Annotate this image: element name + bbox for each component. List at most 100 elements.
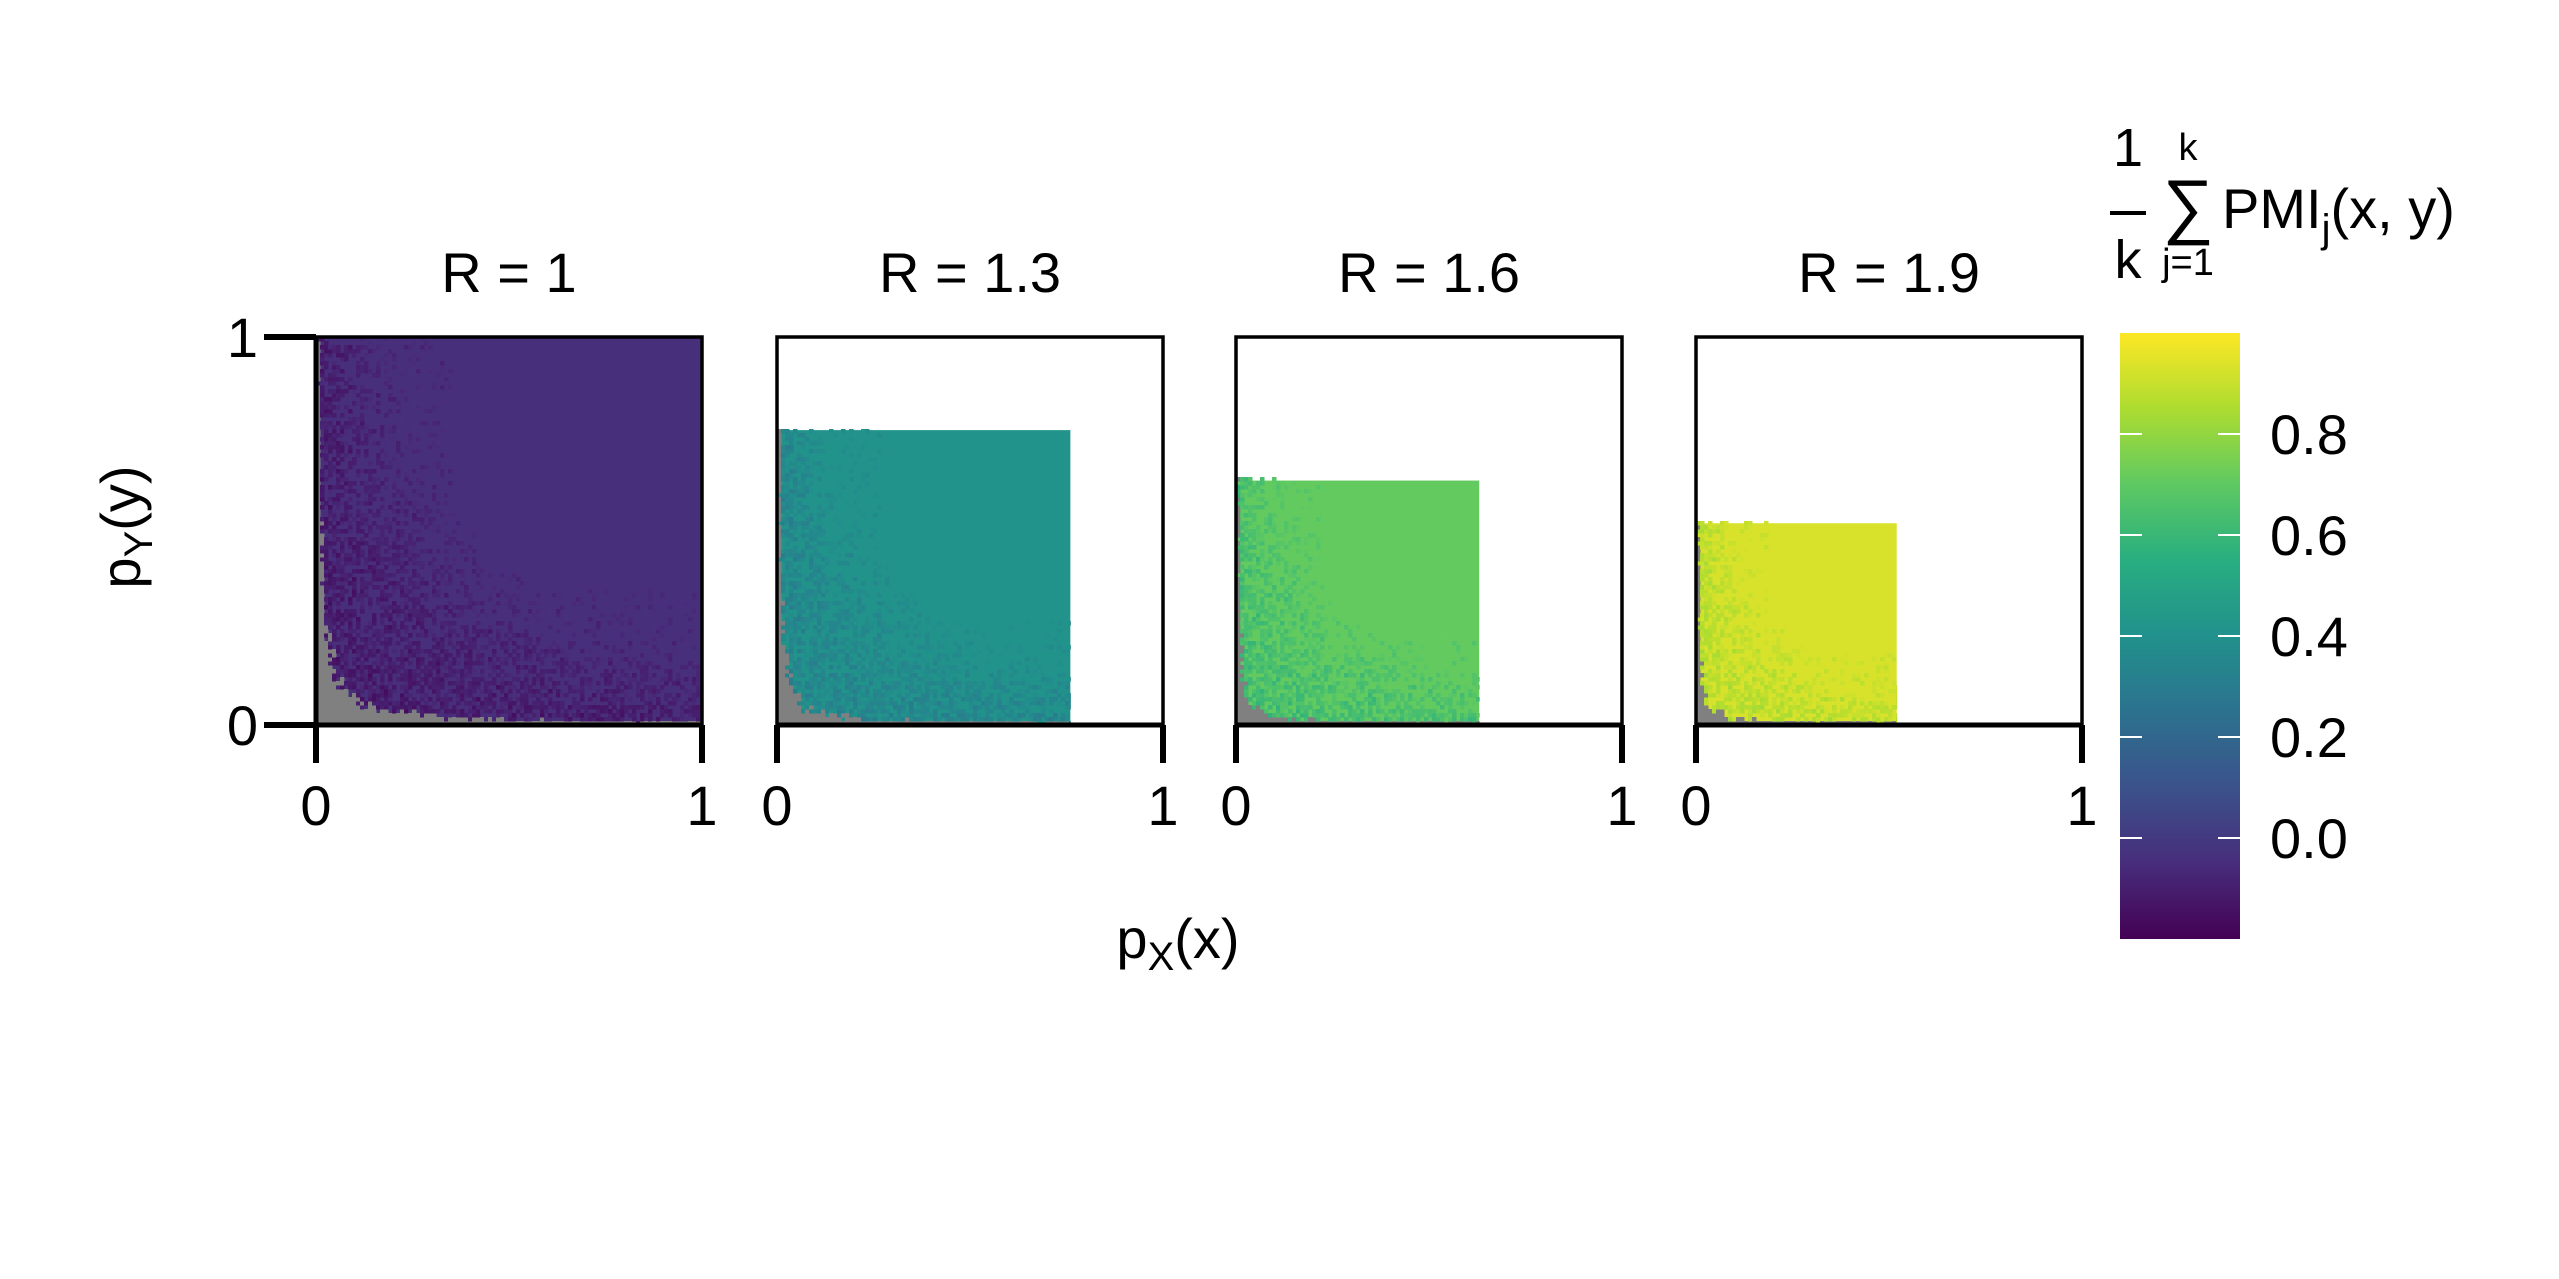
heatmap-cell [1069, 697, 1071, 702]
heatmap-cell [364, 701, 369, 706]
heatmap-cell [476, 629, 481, 634]
heatmap-cell [388, 397, 393, 402]
heatmap-cell [660, 677, 665, 682]
heatmap-cell [1244, 613, 1249, 618]
masked-cell [845, 713, 850, 718]
heatmap-cell [869, 701, 874, 706]
heatmap-cell [440, 661, 445, 666]
heatmap-cell [476, 569, 481, 574]
heatmap-cell [853, 465, 858, 470]
heatmap-cell [388, 637, 393, 642]
heatmap-cell [424, 349, 429, 354]
heatmap-cell [1324, 673, 1329, 678]
heatmap-cell [520, 693, 525, 698]
heatmap-cell [464, 629, 469, 634]
heatmap-cell [336, 501, 341, 506]
heatmap-cell [781, 473, 786, 478]
heatmap-cell [440, 645, 445, 650]
heatmap-cell [861, 513, 866, 518]
masked-cell [777, 461, 782, 466]
heatmap-cell [1041, 633, 1046, 638]
heatmap-cell [444, 605, 449, 610]
heatmap-cell [1244, 569, 1249, 574]
heatmap-cell [516, 585, 521, 590]
heatmap-cell [452, 705, 457, 710]
heatmap-cell [612, 589, 617, 594]
heatmap-cell [332, 361, 337, 366]
heatmap-cell [504, 717, 509, 722]
heatmap-cell [953, 717, 958, 722]
heatmap-cell [1272, 553, 1277, 558]
heatmap-cell [572, 685, 577, 690]
heatmap-cell [336, 469, 341, 474]
heatmap-cell [432, 433, 437, 438]
heatmap-cell [981, 681, 986, 686]
heatmap-cell [392, 669, 397, 674]
masked-cell [320, 621, 325, 626]
heatmap-cell [340, 437, 345, 442]
masked-cell [332, 693, 337, 698]
heatmap-cell [1256, 497, 1261, 502]
heatmap-cell [468, 717, 473, 722]
heatmap-cell [400, 661, 405, 666]
heatmap-cell [1328, 685, 1333, 690]
masked-cell [324, 701, 329, 706]
masked-cell [777, 565, 782, 570]
masked-cell [809, 713, 814, 718]
heatmap-cell [400, 665, 405, 670]
heatmap-cell [1236, 493, 1241, 498]
heatmap-cell [336, 477, 341, 482]
masked-cell [368, 701, 373, 706]
heatmap-cell [408, 653, 413, 658]
heatmap-cell [672, 701, 677, 706]
heatmap-cell [416, 449, 421, 454]
heatmap-cell [813, 461, 818, 466]
heatmap-cell [789, 621, 794, 626]
heatmap-cell [789, 473, 794, 478]
heatmap-cell [1296, 705, 1301, 710]
heatmap-cell [833, 601, 838, 606]
heatmap-cell [588, 617, 593, 622]
heatmap-cell [1236, 489, 1241, 494]
heatmap-cell [392, 357, 397, 362]
heatmap-cell [328, 401, 333, 406]
heatmap-cell [1280, 577, 1285, 582]
heatmap-cell [905, 625, 910, 630]
heatmap-cell [476, 677, 481, 682]
heatmap-cell [576, 701, 581, 706]
heatmap-cell [805, 469, 810, 474]
heatmap-cell [556, 681, 561, 686]
heatmap-cell [1300, 661, 1305, 666]
masked-cell [821, 713, 826, 718]
heatmap-cell [448, 673, 453, 678]
heatmap-cell [829, 693, 834, 698]
heatmap-cell [360, 541, 365, 546]
heatmap-cell [1049, 681, 1054, 686]
heatmap-cell [616, 649, 621, 654]
heatmap-cell [1316, 657, 1321, 662]
heatmap-cell [500, 661, 505, 666]
heatmap-cell [833, 677, 838, 682]
heatmap-cell [1268, 577, 1273, 582]
heatmap-cell [404, 689, 409, 694]
heatmap-cell [1244, 513, 1249, 518]
heatmap-cell [1320, 673, 1325, 678]
heatmap-cell [388, 561, 393, 566]
heatmap-cell [857, 661, 862, 666]
heatmap-cell [328, 625, 333, 630]
heatmap-cell [416, 661, 421, 666]
heatmap-cell [805, 605, 810, 610]
heatmap-cell [1276, 713, 1281, 718]
heatmap-cell [885, 581, 890, 586]
heatmap-cell [452, 657, 457, 662]
heatmap-cell [356, 365, 361, 370]
heatmap-cell [440, 577, 445, 582]
heatmap-cell [644, 609, 649, 614]
heatmap-cell [336, 561, 341, 566]
heatmap-cell [324, 429, 329, 434]
heatmap-cell [328, 409, 333, 414]
heatmap-cell [368, 577, 373, 582]
masked-cell [320, 685, 325, 690]
heatmap-cell [1340, 701, 1345, 706]
heatmap-cell [1280, 697, 1285, 702]
